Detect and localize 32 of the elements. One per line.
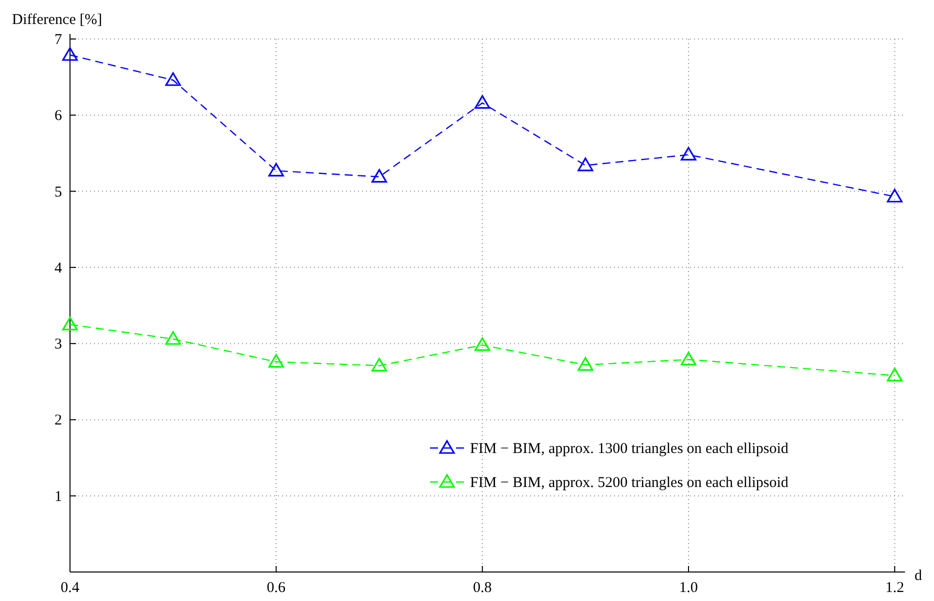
point bbox=[165, 72, 181, 86]
y-tick-label: 6 bbox=[54, 108, 62, 124]
x-tick-label: 0.4 bbox=[60, 580, 80, 596]
x-tick-label: 0.8 bbox=[472, 580, 492, 596]
point bbox=[680, 352, 696, 366]
y-tick-label: 7 bbox=[54, 32, 62, 48]
point bbox=[268, 354, 284, 368]
point bbox=[371, 169, 388, 183]
point bbox=[62, 47, 78, 61]
point bbox=[62, 316, 78, 330]
point bbox=[165, 331, 181, 345]
x-tick-label: 0.6 bbox=[266, 580, 286, 596]
point bbox=[578, 158, 594, 172]
x-axis-title: d bbox=[914, 568, 922, 584]
point bbox=[268, 162, 284, 177]
x-tick-label: 1.2 bbox=[885, 580, 904, 596]
x-tick-label: 1.0 bbox=[679, 580, 698, 596]
y-tick-label: 2 bbox=[54, 412, 62, 429]
point bbox=[886, 188, 902, 202]
point bbox=[371, 358, 388, 372]
y-tick-label: 4 bbox=[54, 260, 62, 276]
point bbox=[474, 95, 490, 109]
y-tick-label: 3 bbox=[54, 336, 62, 353]
point bbox=[474, 337, 490, 351]
legend-label: FIM − BIM, approx. 1300 triangles on each ellipsoid bbox=[470, 441, 789, 457]
y-tick-label: 5 bbox=[54, 184, 62, 200]
point bbox=[578, 357, 594, 371]
point bbox=[886, 368, 902, 382]
legend-label: FIM − BIM, approx. 5200 triangles on each ellipsoid bbox=[470, 475, 789, 491]
point bbox=[680, 146, 696, 161]
y-tick-label: 1 bbox=[54, 488, 62, 505]
y-axis-title: Difference [%] bbox=[12, 12, 102, 28]
